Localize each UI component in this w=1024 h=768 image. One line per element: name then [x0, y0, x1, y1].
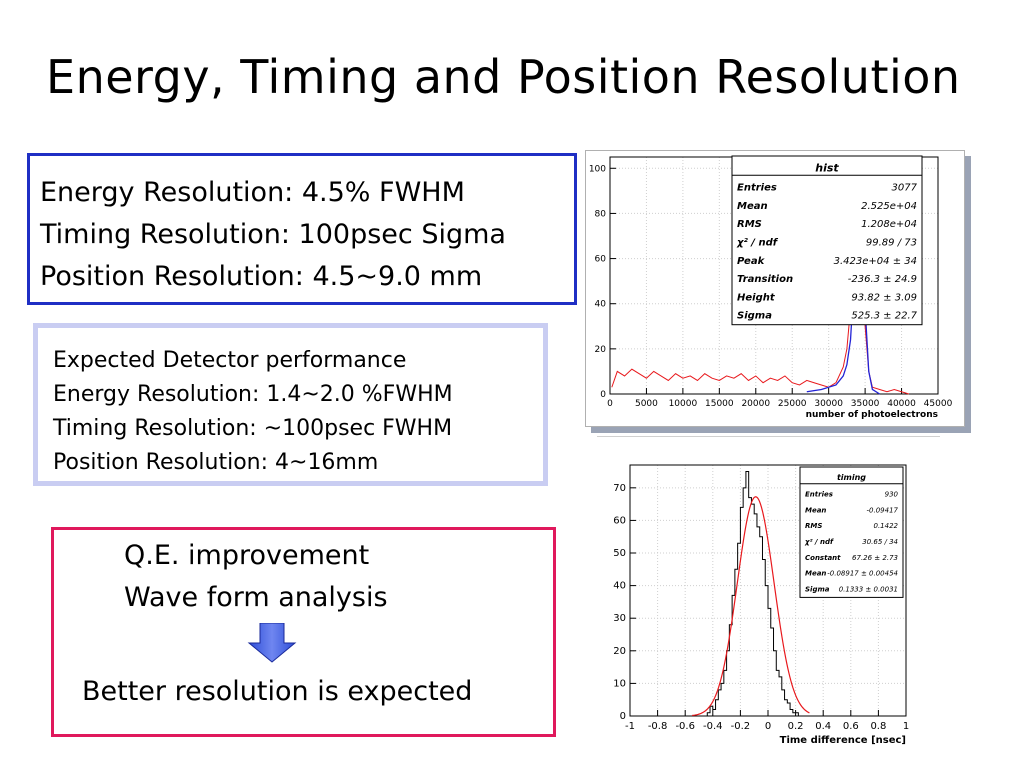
hist2-y-tick-label: 30	[613, 613, 626, 624]
expected-heading: Expected Detector performance	[53, 348, 407, 373]
hist2-stats-value: 67.26 ± 2.73	[852, 554, 898, 562]
hist1-stats-key: Entries	[737, 183, 777, 194]
hist2-stats-value: -0.09417	[867, 506, 899, 514]
hist2-stats-value: 0.1422	[874, 522, 899, 530]
hist1-stats-value: 3077	[892, 183, 918, 194]
hist1-stats-value: 99.89 / 73	[866, 238, 917, 249]
expected-performance-box: Expected Detector performance Energy Res…	[33, 323, 548, 486]
hist2-y-tick-label: 20	[613, 646, 626, 657]
hist1-stats-value: -236.3 ± 24.9	[848, 274, 917, 285]
hist1-stats-key: Sigma	[737, 311, 772, 322]
hist2-y-tick-label: 60	[613, 515, 626, 526]
waveform-analysis-text: Wave form analysis	[124, 582, 388, 613]
hist2-stats-key: Constant	[805, 554, 841, 562]
hist1-x-tick-label: 30000	[814, 399, 843, 409]
timing-histogram-svg: -1 -0.8 -0.6 -0.4 -0.2 0 0.2 0.4 0.6 0.8 101020304…	[613, 464, 909, 746]
hist1-x-axis-title: number of photoelectrons	[806, 410, 938, 420]
hist2-stats-key: Sigma	[805, 585, 830, 593]
hist2-stats-key: Entries	[805, 491, 833, 499]
hist1-y-tick-label: 0	[600, 390, 606, 400]
hist2-stats-key: χ² / ndf	[804, 538, 834, 546]
hist2-x-tick-label: -0.4	[703, 721, 723, 732]
hist2-y-tick-label: 10	[613, 678, 626, 689]
hist2-stats-box	[799, 466, 904, 598]
expected-energy-line: Energy Resolution: 1.4~2.0 %FWHM	[53, 382, 453, 407]
hist1-stats-key: Mean	[737, 201, 768, 212]
hist1-y-tick-label: 100	[589, 164, 606, 174]
hist2-y-tick-label: 40	[613, 581, 626, 592]
energy-resolution-line: Energy Resolution: 4.5% FWHM	[40, 177, 465, 208]
hist1-stats-key: χ² / ndf	[736, 238, 779, 249]
hist2-x-tick-label: 0.4	[815, 721, 831, 732]
slide-title: Energy, Timing and Position Resolution	[46, 50, 961, 104]
hist1-stats-key: Transition	[737, 274, 793, 285]
hist1-stats-key: RMS	[737, 219, 762, 230]
hist2-x-tick-label: -1	[625, 721, 635, 732]
hist1-y-tick-label: 80	[595, 209, 607, 219]
hist1-stats-box	[731, 155, 923, 326]
hist2-stats-key: Mean	[805, 506, 826, 514]
hist1-stats-key: Height	[737, 292, 776, 303]
hist2-x-axis-title: Time difference [nsec]	[780, 735, 906, 746]
qe-improvement-text: Q.E. improvement	[124, 540, 370, 571]
hist1-x-tick-label: 0	[607, 399, 613, 409]
hist2-stats-name: timing	[837, 473, 866, 482]
position-resolution-line: Position Resolution: 4.5~9.0 mm	[40, 261, 483, 292]
hist2-black-histogram	[701, 471, 802, 717]
hist1-x-tick-label: 5000	[635, 399, 658, 409]
hist1-x-tick-label: 20000	[741, 399, 770, 409]
hist2-x-tick-label: 0.8	[870, 721, 886, 732]
hist1-x-tick-label: 35000	[851, 399, 880, 409]
hist1-x-tick-label: 40000	[887, 399, 916, 409]
hist1-stats-value: 3.423e+04 ± 34	[834, 256, 917, 267]
measured-resolution-box: Energy Resolution: 4.5% FWHM Timing Reso…	[27, 153, 577, 305]
hist2-x-tick-label: -0.8	[648, 721, 668, 732]
hist1-stats-key: Peak	[737, 256, 766, 267]
timing-histogram: -1 -0.8 -0.6 -0.4 -0.2 0 0.2 0.4 0.6 0.8 1 0 10 20 30 4…	[590, 460, 920, 750]
hist1-x-tick-label: 15000	[705, 399, 734, 409]
photoelectron-histogram-svg: 0 5000 10000 15000 20000 25000 30000 35000 40000…	[589, 155, 953, 420]
expected-position-line: Position Resolution: 4~16mm	[53, 450, 379, 475]
hist1-stats-value: 93.82 ± 3.09	[851, 292, 917, 303]
hist2-stats-value: -0.08917 ± 0.00454	[827, 570, 898, 578]
hist2-stats-key: Mean	[805, 570, 826, 578]
hist1-y-tick-label: 40	[595, 300, 607, 310]
timing-resolution-line: Timing Resolution: 100psec Sigma	[40, 219, 506, 250]
hist1-stats-value: 1.208e+04	[861, 219, 917, 230]
hist2-x-tick-label: 1	[903, 721, 909, 732]
down-arrow-icon	[247, 623, 297, 663]
hist2-x-tick-label: -0.6	[675, 721, 695, 732]
hist2-y-tick-label: 50	[613, 548, 626, 559]
hist2-stats-key: RMS	[805, 522, 822, 530]
photoelectron-histogram: 0 5000 10000 15000 20000 25000 30000 35000 40000…	[585, 150, 965, 427]
divider-line	[597, 436, 940, 437]
hist1-stats-value: 525.3 ± 22.7	[851, 311, 917, 322]
hist2-y-tick-label: 70	[613, 483, 626, 494]
hist2-stats-value: 930	[885, 491, 899, 499]
hist2-x-tick-label: 0.2	[788, 721, 804, 732]
hist1-stats-value: 2.525e+04	[861, 201, 917, 212]
hist1-y-tick-label: 60	[595, 255, 607, 265]
hist2-x-tick-label: -0.2	[731, 721, 751, 732]
hist2-y-tick-label: 0	[620, 711, 626, 722]
expected-timing-line: Timing Resolution: ~100psec FWHM	[53, 416, 453, 441]
hist1-x-tick-label: 25000	[778, 399, 807, 409]
conclusion-text: Better resolution is expected	[82, 676, 473, 707]
hist2-gaussian-fit	[692, 496, 810, 717]
hist1-y-tick-label: 20	[595, 345, 607, 355]
hist1-stats-name: hist	[815, 161, 839, 174]
improvement-box: Q.E. improvement Wave form analysis Bett…	[51, 527, 556, 737]
hist2-stats-value: 30.65 / 34	[862, 538, 898, 546]
hist2-x-tick-label: 0.6	[843, 721, 859, 732]
hist1-x-tick-label: 10000	[669, 399, 698, 409]
hist1-x-tick-label: 45000	[924, 399, 953, 409]
hist2-x-tick-label: 0	[765, 721, 771, 732]
hist2-stats-value: 0.1333 ± 0.0031	[839, 585, 898, 593]
